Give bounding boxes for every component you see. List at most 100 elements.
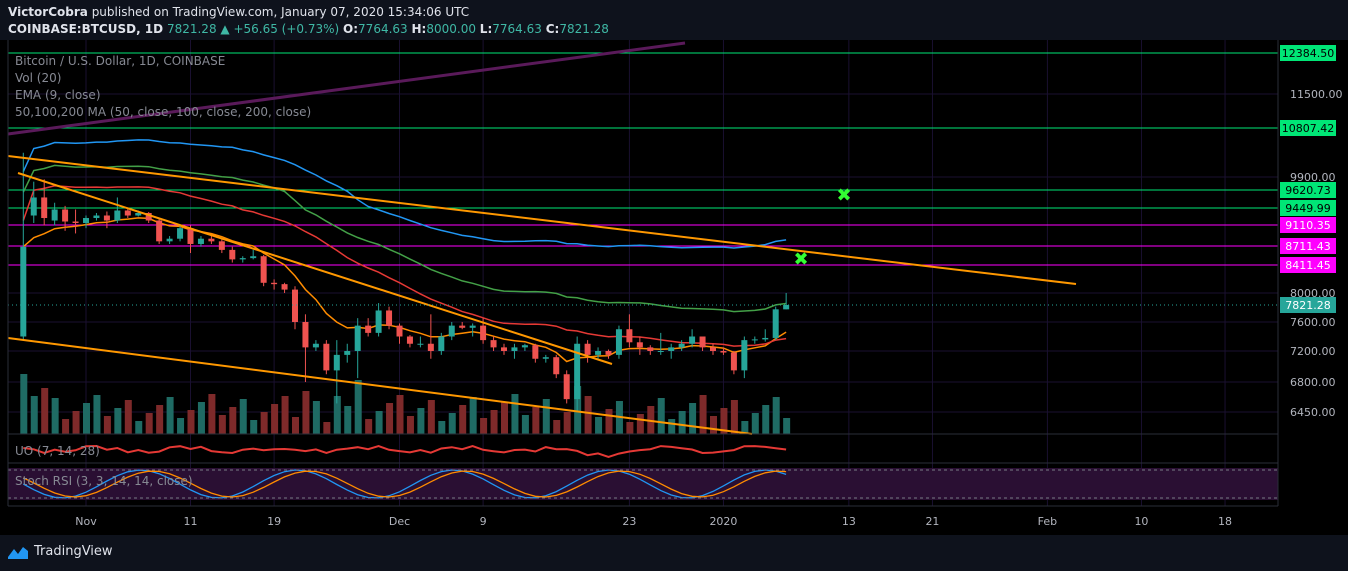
volume-bar [312,401,320,434]
x-tick-label: Nov [75,515,97,528]
volume-bar [741,421,749,434]
volume-bar [271,404,279,434]
candle-body [156,220,163,242]
x-tick-label: 21 [925,515,939,528]
volume-bar [532,407,540,434]
volume-bar [250,420,258,434]
volume-bar [333,396,341,434]
x-tick-label: 11 [184,515,198,528]
volume-bar [584,396,592,434]
mid-channel-trendline [17,172,613,365]
candle-body [271,282,278,285]
y-tick-label: 6450.00 [1290,406,1336,419]
legend-ultimate-oscillator[interactable]: UO (7, 14, 28) [15,444,100,458]
candle-body [208,238,215,242]
candle-body [636,342,643,348]
candle-body [647,347,654,351]
legend-ma[interactable]: 50,100,200 MA (50, close, 100, close, 20… [15,105,312,119]
volume-bar [751,413,759,434]
candle-body [751,339,758,341]
footer-bar [0,535,1348,571]
volume-bar [124,400,132,434]
stoch-rsi-d-line [23,470,787,498]
candle-body [72,221,79,224]
candle-body [386,310,393,326]
stoch-rsi-band [8,468,1278,500]
candle-body [292,289,298,322]
legend-ema[interactable]: EMA (9, close) [15,88,101,102]
x-tick-label: 19 [267,515,281,528]
close-label: C: [545,22,560,36]
candle-body [741,340,748,371]
candle-body [730,352,737,371]
volume-bar [218,415,226,434]
candle-body [542,357,549,359]
header-bar [0,0,1348,40]
candle-body [532,345,539,359]
x-tick-label: 9 [480,515,487,528]
candle-body [354,325,361,351]
publish-credit: VictorCobra published on TradingView.com… [8,5,469,19]
candle-body [406,336,413,344]
candle-body [62,209,69,222]
volume-bar [177,418,185,434]
volume-bar [208,394,216,434]
volume-bar [772,397,780,434]
candle-body [584,343,591,355]
target-marker-upper: ✖ [836,185,851,206]
candle-body [762,337,769,340]
volume-bar [365,419,373,434]
price-change: ▲ +56.65 (+0.73%) [220,22,340,36]
volume-bar [93,395,101,434]
symbol-label: COINBASE:BTCUSD, 1D [8,22,164,36]
candle-body [720,351,727,353]
volume-bar [699,395,707,434]
volume-bar [114,408,122,434]
low-value: 7764.63 [492,22,542,36]
brand[interactable]: TradingView [8,544,113,559]
candle-body [605,351,612,355]
candle-body [145,213,152,221]
high-value: 8000.00 [426,22,476,36]
candle-body [197,238,204,244]
volume-bar [762,405,770,434]
candle-body [51,209,58,221]
candle-body [375,310,382,333]
lower-support-trendline [7,337,753,435]
y-tick-label: 11500.00 [1290,88,1343,101]
volume-bar [406,416,414,434]
level-tag [1280,217,1336,233]
volume-bar [281,396,289,434]
legend-volume[interactable]: Vol (20) [15,71,62,85]
volume-bar [72,411,80,434]
candle-body [396,325,403,337]
volume-bar [41,388,49,434]
price-chart[interactable]: ✖ ✖ 11500.00 9900.00 8000.00 7600.00 7200.00… [0,40,1348,535]
author-name[interactable]: VictorCobra [8,5,88,19]
candle-body [30,197,37,216]
volume-bar [511,394,519,434]
candle-body [626,329,633,343]
volume-bar [636,414,644,434]
candle-body [365,325,372,333]
current-price-label: 7821.28 [1285,299,1331,312]
volume-bar [396,395,404,434]
volume-bar [563,412,571,434]
level-tag-label: 8411.45 [1285,259,1331,272]
x-tick-label: 23 [622,515,636,528]
volume-bar [469,397,477,434]
candle-body [511,347,518,351]
target-marker-lower: ✖ [793,249,808,270]
legend-stoch-rsi[interactable]: Stoch RSI (3, 3, 14, 14, close) [15,474,193,488]
y-tick-label: 6800.00 [1290,376,1336,389]
volume-bar [344,406,352,434]
current-price-tag [1280,297,1336,313]
volume-bar [20,374,28,434]
volume-bar [459,405,467,434]
candle-body [521,345,528,348]
level-tag [1280,120,1336,136]
candle-body [417,343,424,345]
candle-body [302,322,309,348]
quote-line: COINBASE:BTCUSD, 1D 7821.28 ▲ +56.65 (+0… [8,22,609,36]
candle-body [615,329,622,355]
